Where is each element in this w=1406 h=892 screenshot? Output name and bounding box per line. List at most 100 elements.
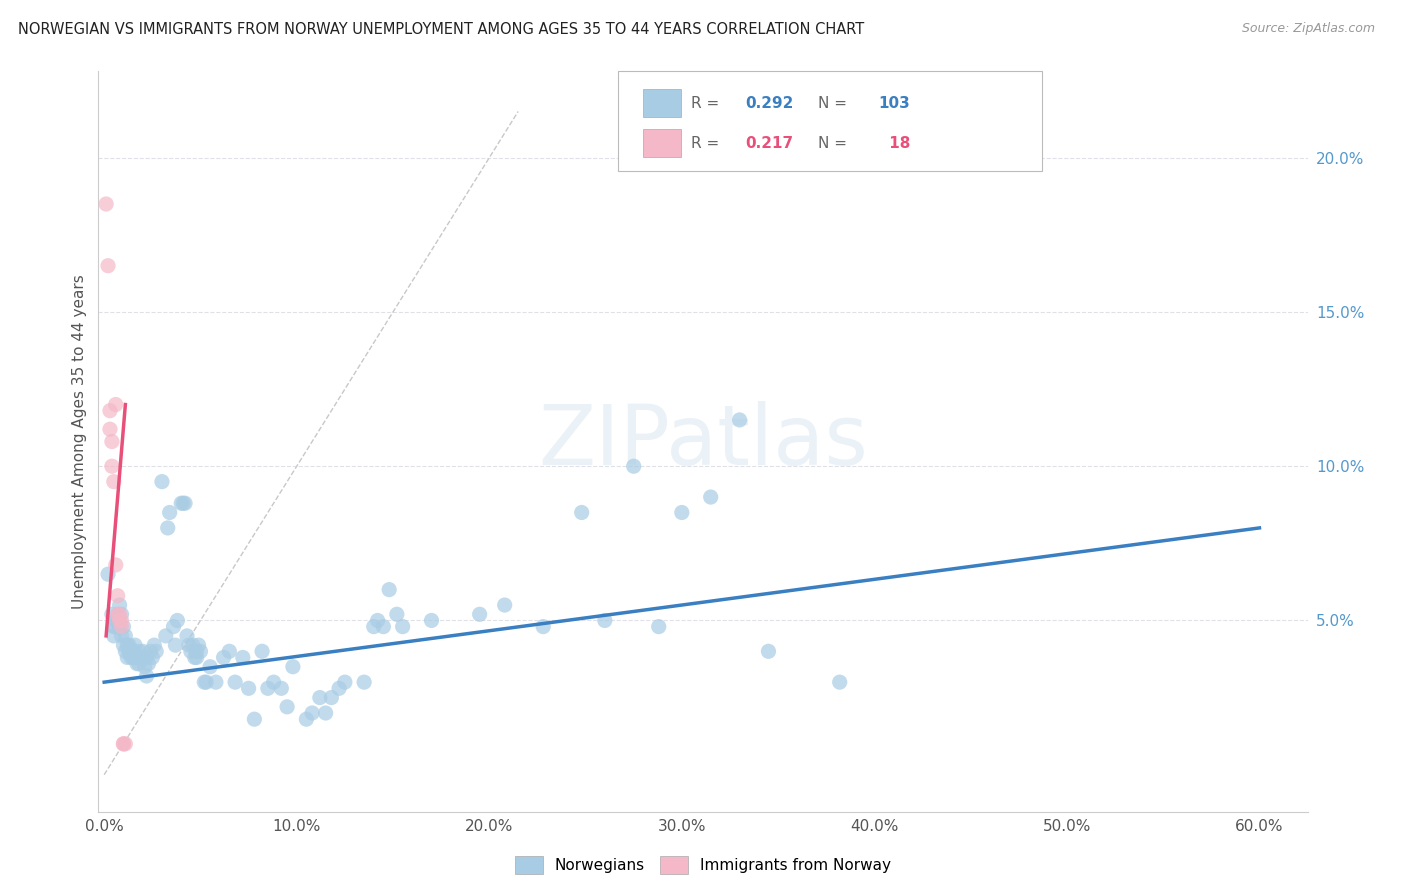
Point [108, 598, 131, 612]
Point [308, 690, 330, 705]
Point [758, 644, 780, 658]
Point [114, 644, 136, 658]
Point [110, 619, 132, 633]
Point [156, 521, 179, 535]
Point [107, 614, 129, 628]
Point [138, 657, 160, 671]
Point [104, 614, 127, 628]
Point [263, 675, 285, 690]
Point [114, 737, 136, 751]
Point [181, 638, 204, 652]
Point [321, 690, 343, 705]
Point [97, 567, 120, 582]
Point [699, 490, 721, 504]
Point [107, 607, 129, 622]
Point [94, 197, 117, 211]
Point [281, 659, 304, 673]
Point [108, 619, 131, 633]
Point [98, 422, 121, 436]
Point [107, 607, 129, 622]
Point [218, 644, 240, 658]
Point [776, 151, 799, 165]
Text: 103: 103 [879, 95, 910, 111]
Point [648, 619, 671, 633]
FancyBboxPatch shape [619, 71, 1042, 171]
Text: N =: N = [818, 95, 852, 111]
Point [166, 614, 188, 628]
Point [174, 496, 197, 510]
Point [117, 638, 139, 652]
Point [112, 619, 135, 633]
Point [124, 638, 146, 652]
Point [378, 582, 401, 597]
Point [295, 712, 318, 726]
Point [135, 669, 157, 683]
Point [224, 675, 246, 690]
Point [101, 607, 124, 622]
Point [494, 598, 516, 612]
Point [333, 675, 356, 690]
Point [97, 259, 120, 273]
Point [176, 629, 198, 643]
Point [593, 614, 616, 628]
Text: N =: N = [818, 136, 852, 151]
Point [129, 650, 152, 665]
Text: R =: R = [690, 136, 724, 151]
Point [671, 506, 693, 520]
Point [186, 650, 208, 665]
Point [134, 650, 156, 665]
Point [98, 403, 121, 417]
Text: R =: R = [690, 95, 724, 111]
Point [391, 619, 413, 633]
Text: 18: 18 [884, 136, 911, 151]
Point [124, 650, 146, 665]
Point [193, 675, 215, 690]
Legend: Norwegians, Immigrants from Norway: Norwegians, Immigrants from Norway [509, 850, 897, 880]
Point [270, 681, 292, 696]
Point [363, 619, 385, 633]
Point [104, 398, 127, 412]
Point [134, 659, 156, 673]
Point [232, 650, 254, 665]
Point [122, 650, 145, 665]
Point [120, 644, 142, 658]
Point [155, 629, 177, 643]
Point [118, 644, 141, 658]
Point [110, 614, 132, 628]
Point [353, 675, 375, 690]
Point [301, 706, 323, 720]
Point [103, 619, 125, 633]
Point [186, 644, 208, 658]
Point [276, 699, 298, 714]
Point [212, 650, 235, 665]
Text: 0.217: 0.217 [745, 136, 793, 151]
Point [198, 659, 221, 673]
Point [112, 737, 135, 751]
Text: ZIPatlas: ZIPatlas [538, 401, 868, 482]
Point [128, 644, 150, 658]
Point [238, 681, 260, 696]
Point [128, 657, 150, 671]
Point [828, 675, 851, 690]
Point [571, 506, 593, 520]
Y-axis label: Unemployment Among Ages 35 to 44 years: Unemployment Among Ages 35 to 44 years [72, 274, 87, 609]
Point [143, 638, 166, 652]
Point [190, 644, 212, 658]
Point [162, 619, 184, 633]
Point [112, 638, 135, 652]
Point [328, 681, 350, 696]
Point [420, 614, 443, 628]
Point [135, 650, 157, 665]
Point [385, 607, 408, 622]
Point [112, 737, 135, 751]
Point [125, 657, 148, 671]
Point [623, 459, 645, 474]
Point [468, 607, 491, 622]
Point [257, 681, 280, 696]
Point [177, 638, 200, 652]
Point [315, 706, 337, 720]
Point [531, 619, 554, 633]
Point [104, 558, 127, 572]
Text: NORWEGIAN VS IMMIGRANTS FROM NORWAY UNEMPLOYMENT AMONG AGES 35 TO 44 YEARS CORRE: NORWEGIAN VS IMMIGRANTS FROM NORWAY UNEM… [18, 22, 865, 37]
Point [122, 644, 145, 658]
